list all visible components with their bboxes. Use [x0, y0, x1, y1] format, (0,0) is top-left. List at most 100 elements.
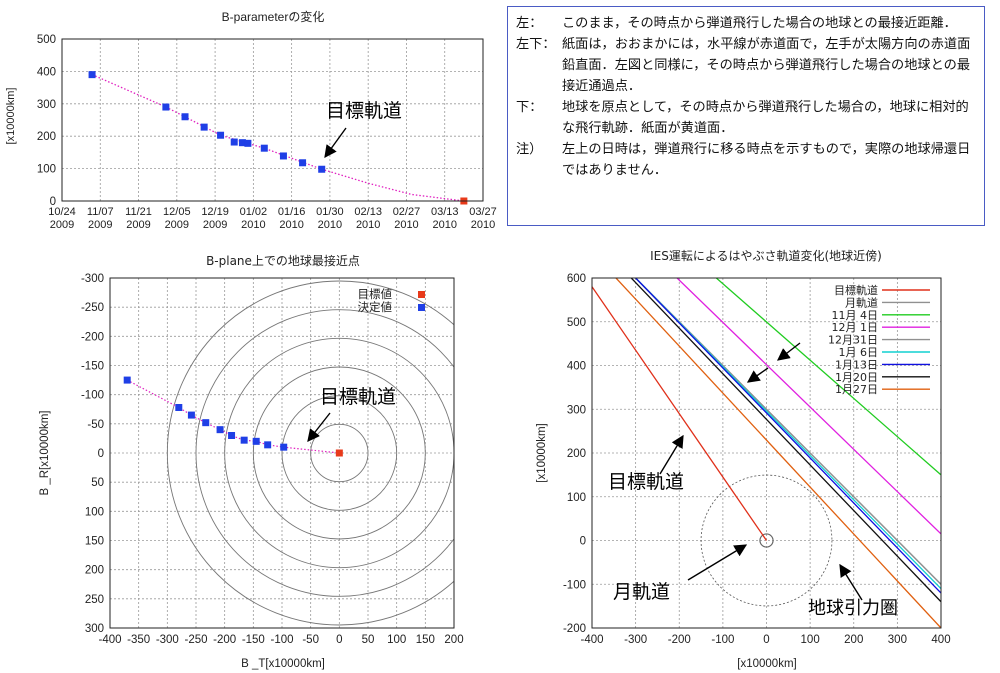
chart2-ytick-label: -100: [81, 390, 104, 402]
chart1-data: [88, 71, 468, 205]
chart1-trend-curve: [91, 74, 464, 202]
chart3-arrow-moon: [687, 544, 748, 581]
chart3-series-line: [676, 278, 941, 535]
chart2-xtick-label: -250: [184, 634, 207, 646]
chart1-xtick-label: 2009: [50, 219, 74, 231]
b-parameter-chart: B-parameterの変化 [x10000km] 0 100 200 300 400 5…: [5, 9, 497, 231]
chart2-ytick-label: 200: [85, 565, 104, 577]
chart3-xtick-label: -200: [668, 634, 691, 646]
chart3-arrow-target: [659, 434, 684, 475]
chart2-polar-ring: [224, 337, 454, 569]
chart2-point: [240, 436, 248, 444]
chart2-ylabel: B _R[x10000km]: [39, 410, 51, 495]
chart3-series-line: [615, 278, 941, 628]
chart2-legend-label: 決定値: [358, 300, 393, 314]
note-row: 注） 左上の日時は，弾道飛行に移る時点を示すもので，実際の地球帰還日ではありませ…: [516, 139, 976, 181]
chart1-ytick-label: 300: [37, 99, 56, 111]
chart1-xtick-label: 2010: [318, 219, 342, 231]
chart3-title: IES運転によるはやぶさ軌道変化(地球近傍): [650, 248, 882, 263]
chart2-ytick-label: -200: [81, 331, 104, 343]
chart3-xtick-label: -400: [580, 634, 603, 646]
note-row: 下： 地球を原点として，その時点から弾道飛行した場合の，地球に相対的な飛行軌跡．…: [516, 97, 976, 139]
chart2-ytick-label: -300: [81, 273, 104, 285]
chart2-xlabel: B _T[x10000km]: [241, 658, 325, 670]
chart1-xtick-label: 2010: [432, 219, 456, 231]
chart3-ytick-label: -100: [563, 579, 586, 591]
chart2-annotation: 目標軌道: [320, 386, 396, 408]
chart1-annotation-arrow: [324, 127, 347, 159]
chart3-series-line: [630, 278, 941, 603]
chart1-title: B-parameterの変化: [222, 9, 325, 24]
chart2-point: [228, 432, 236, 439]
chart1-point: [318, 165, 326, 173]
chart2-target-point: [335, 449, 343, 457]
chart3-xtick-label: 400: [931, 634, 950, 646]
chart1-xtick-label: 02/27: [393, 206, 421, 218]
chart1-point: [260, 144, 268, 152]
chart2-polar-ring: [310, 423, 369, 483]
note-tag: 左：: [516, 16, 543, 31]
chart3-ytick-label: 200: [567, 448, 586, 460]
chart1-xtick-label: 2010: [394, 219, 418, 231]
note-text: 左上の日時は，弾道飛行に移る時点を示すもので，実際の地球帰還日ではありません．: [562, 142, 971, 178]
chart2-ytick-label: -150: [81, 361, 104, 373]
chart2-legend-swatch: [418, 304, 425, 311]
chart3-data: [592, 278, 941, 628]
note-tag: 左下：: [516, 37, 556, 52]
chart2-tick-labels: -400 -350 -300 -250 -200 -150 -100 -50 0 50 100 150…: [81, 273, 464, 646]
chart3-ytick-label: 500: [567, 317, 586, 329]
chart3-legend-label: 目標軌道: [834, 283, 878, 297]
chart1-point: [279, 152, 287, 160]
chart1-xtick-label: 11/07: [87, 206, 114, 218]
chart2-xtick-label: -300: [156, 634, 179, 646]
chart3-series-line: [592, 286, 768, 541]
chart3-ylabel: [x10000km]: [536, 423, 548, 482]
chart2-polar-ring: [252, 366, 426, 540]
chart1-xtick-label: 10/24: [48, 206, 76, 218]
chart3-ytick-label: -200: [563, 623, 586, 635]
chart2-polar-ring: [195, 309, 454, 597]
chart2-point: [175, 404, 183, 411]
chart1-xtick-label: 2010: [241, 219, 265, 231]
chart2-legend-label: 目標値: [358, 287, 393, 301]
chart1-ytick-label: 400: [37, 66, 56, 78]
chart3-xlabel: [x10000km]: [737, 658, 796, 670]
chart3-xtick-label: -300: [624, 634, 647, 646]
chart1-tick-labels: 010020030040050010/24200911/07200911/212…: [37, 34, 497, 231]
chart3-xtick-label: 300: [888, 634, 907, 646]
chart3-soi-circle: [700, 474, 833, 607]
chart2-xtick-label: -400: [98, 634, 121, 646]
chart3-xtick-label: 0: [763, 634, 769, 646]
chart2-point: [202, 419, 210, 427]
chart2-ytick-label: 250: [85, 594, 104, 606]
chart1-point: [200, 123, 208, 131]
chart3-ytick-label: 100: [567, 492, 586, 504]
chart2-trend-curve: [126, 379, 340, 454]
note-tag: 下：: [516, 100, 543, 115]
note-text: 地球を原点として，その時点から弾道飛行した場合の，地球に相対的な飛行軌跡．紙面が…: [562, 100, 969, 136]
chart2-point: [264, 441, 272, 449]
note-text: 紙面は，おおまかには，水平線が赤道面で，左手が太陽方向の赤道面鉛直面．左図と同様…: [562, 37, 971, 94]
chart2-xtick-label: 100: [387, 634, 406, 646]
chart1-xtick-label: 2009: [165, 219, 189, 231]
chart1-xtick-label: 2009: [203, 219, 227, 231]
chart3-annotation-target: 目標軌道: [608, 471, 684, 493]
chart2-polar-ring: [166, 280, 454, 626]
chart1-point: [162, 103, 170, 111]
chart3-series-line: [715, 278, 941, 476]
chart3-legend-label: 1月13日: [835, 358, 878, 371]
chart1-xtick-label: 2010: [471, 219, 495, 231]
chart2-ytick-label: 0: [98, 448, 104, 460]
chart2-point: [252, 437, 260, 445]
chart1-xtick-label: 12/19: [201, 206, 229, 218]
note-row: 左下： 紙面は，おおまかには，水平線が赤道面で，左手が太陽方向の赤道面鉛直面．左…: [516, 34, 976, 97]
note-row: 左： このまま，その時点から弾道飛行した場合の地球との最接近距離．: [516, 13, 976, 34]
chart3-earth-circle: [759, 533, 774, 548]
chart1-frame: [61, 38, 484, 202]
chart2-legend-swatch: [418, 291, 425, 298]
chart2-point: [187, 411, 195, 419]
chart2-point: [216, 426, 224, 434]
chart3-arrow-shift-1: [777, 342, 801, 361]
